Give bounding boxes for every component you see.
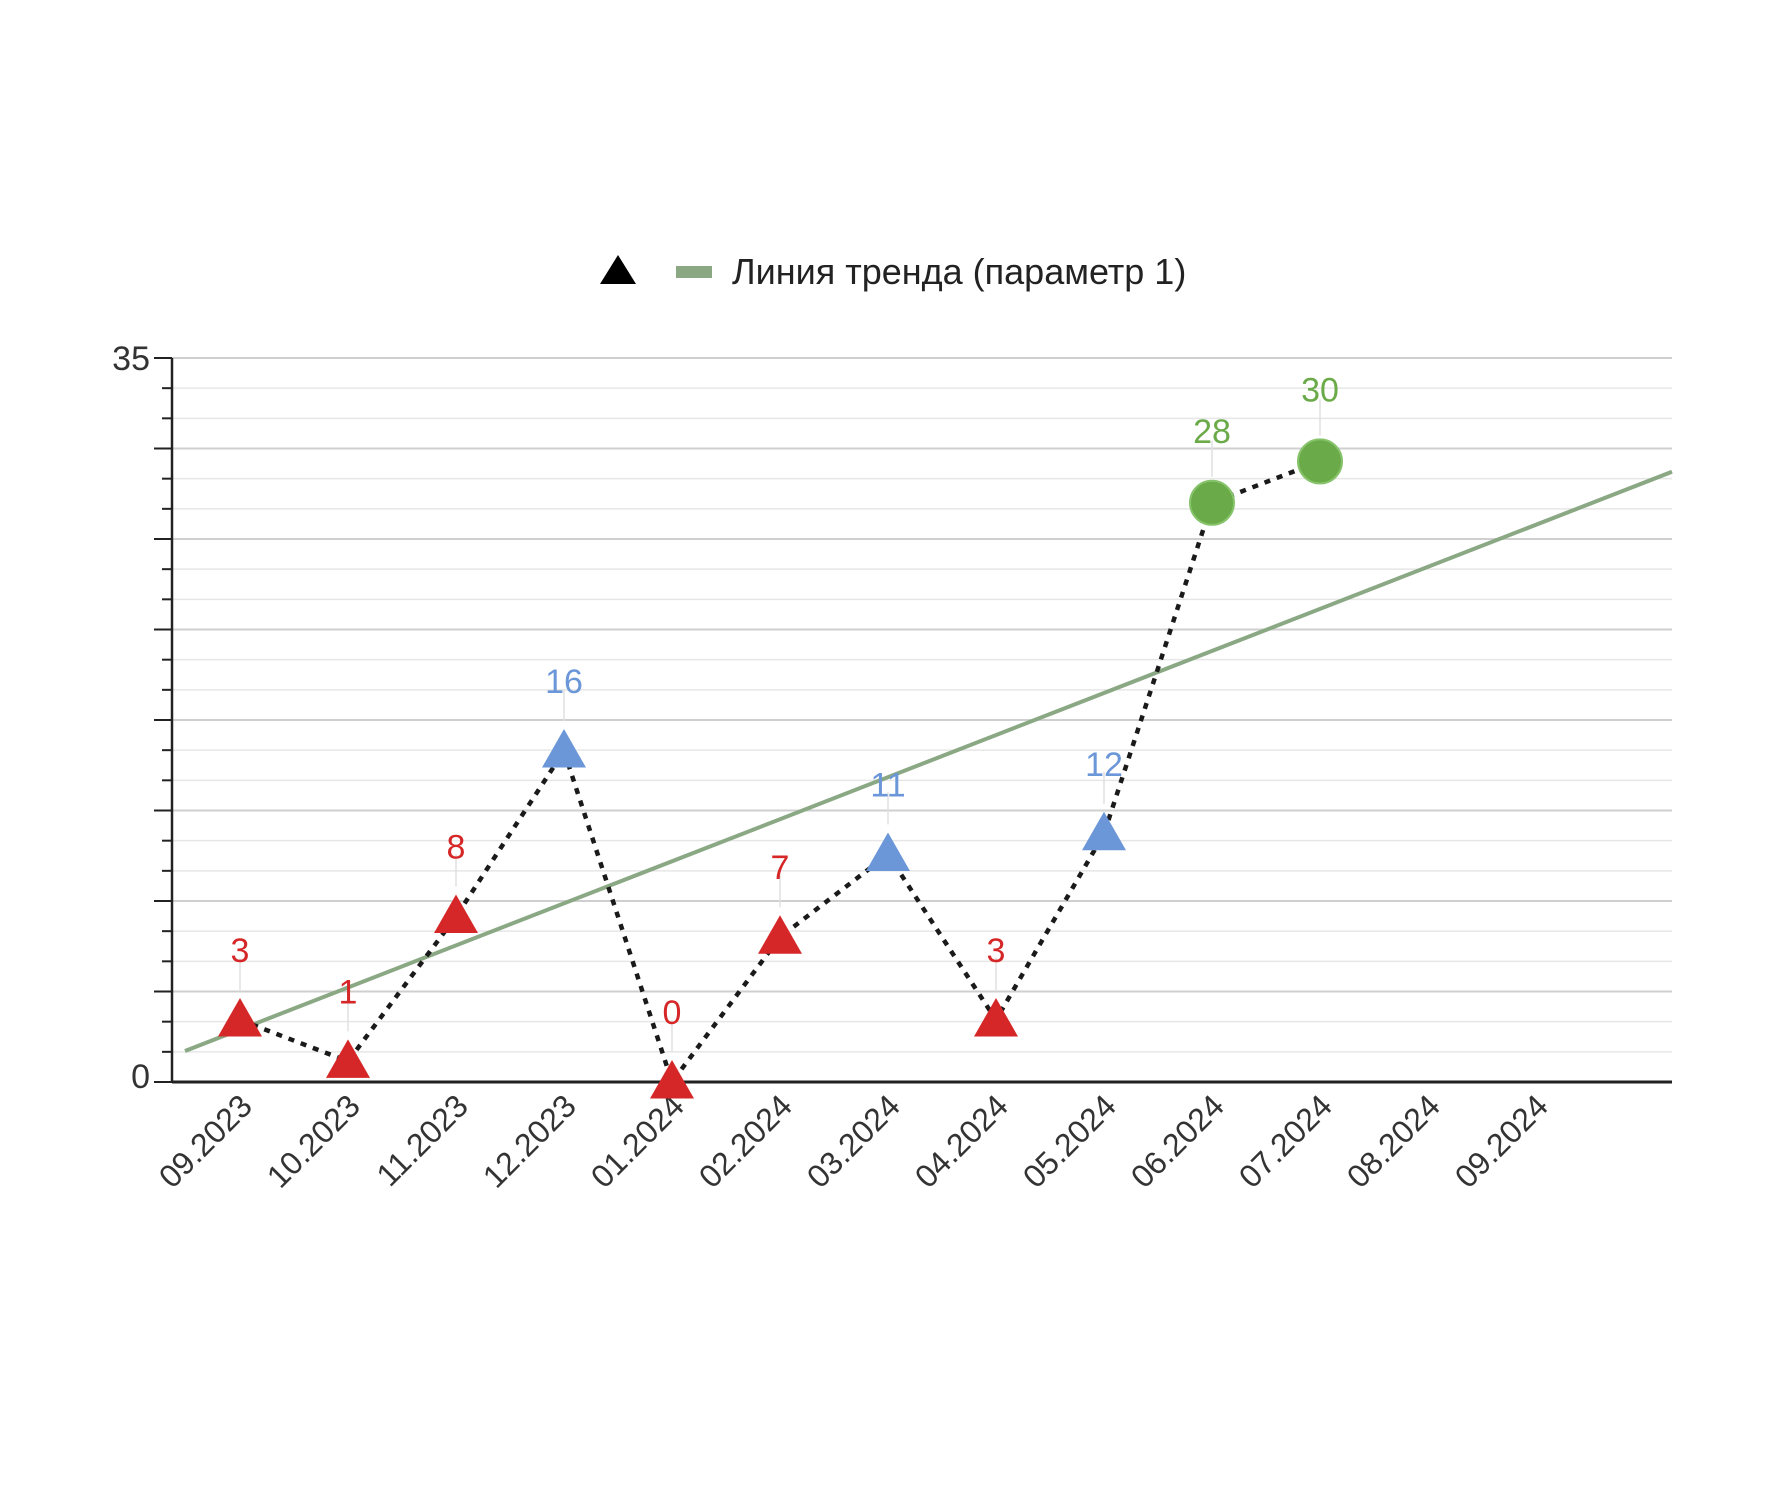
series-layer	[218, 438, 1343, 1099]
trend-line-layer	[184, 469, 1673, 1053]
data-point-triangle	[974, 997, 1018, 1037]
x-tick-label: 10.2023	[260, 1087, 367, 1194]
data-label: 3	[987, 932, 1006, 970]
data-label: 30	[1301, 371, 1339, 409]
data-label: 3	[231, 932, 250, 970]
data-point-triangle	[866, 832, 910, 871]
series-line	[239, 459, 1321, 1087]
legend-trend-swatch	[676, 266, 712, 278]
data-label: 0	[663, 994, 682, 1032]
legend-label: Линия тренда (параметр 1)	[732, 251, 1186, 292]
data-point-circle	[1297, 438, 1343, 485]
data-labels: 3 1 8 16 0 7 11 3 12 28 30	[231, 371, 1339, 1052]
data-label: 8	[447, 829, 466, 867]
x-tick-label: 03.2024	[800, 1087, 907, 1194]
data-label: 28	[1193, 413, 1231, 451]
y-tick-label: 35	[112, 340, 150, 378]
x-tick-label: 09.2023	[152, 1087, 259, 1194]
legend-triangle-icon	[600, 255, 636, 284]
y-tick-label: 0	[131, 1058, 150, 1096]
data-point-triangle	[542, 729, 586, 768]
x-tick-label: 01.2024	[584, 1087, 691, 1194]
data-point-triangle	[218, 997, 262, 1037]
data-point-circle	[1189, 479, 1235, 526]
data-label: 16	[545, 663, 583, 701]
x-tick-label: 11.2023	[369, 1087, 475, 1193]
data-point-triangle	[758, 915, 802, 954]
data-label: 12	[1085, 746, 1123, 784]
data-point-triangle	[1082, 811, 1126, 851]
x-tick-label: 08.2024	[1340, 1087, 1447, 1194]
x-tick-label: 07.2024	[1232, 1087, 1339, 1194]
data-point-triangle	[326, 1039, 370, 1078]
x-tick-label: 04.2024	[908, 1087, 1015, 1194]
data-label: 11	[870, 766, 905, 804]
x-tick-label: 02.2024	[692, 1087, 799, 1194]
x-tick-label: 09.2024	[1448, 1087, 1555, 1194]
grid-lines	[172, 357, 1672, 1083]
x-tick-label: 06.2024	[1124, 1087, 1231, 1194]
data-point-triangle	[650, 1060, 694, 1099]
x-tick-label: 05.2024	[1016, 1087, 1123, 1194]
trend-line	[184, 469, 1673, 1053]
data-label: 7	[771, 849, 790, 887]
legend: Линия тренда (параметр 1)	[600, 251, 1186, 292]
data-label: 1	[339, 973, 358, 1011]
data-point-triangle	[434, 894, 478, 934]
x-tick-label: 12.2023	[476, 1087, 583, 1194]
